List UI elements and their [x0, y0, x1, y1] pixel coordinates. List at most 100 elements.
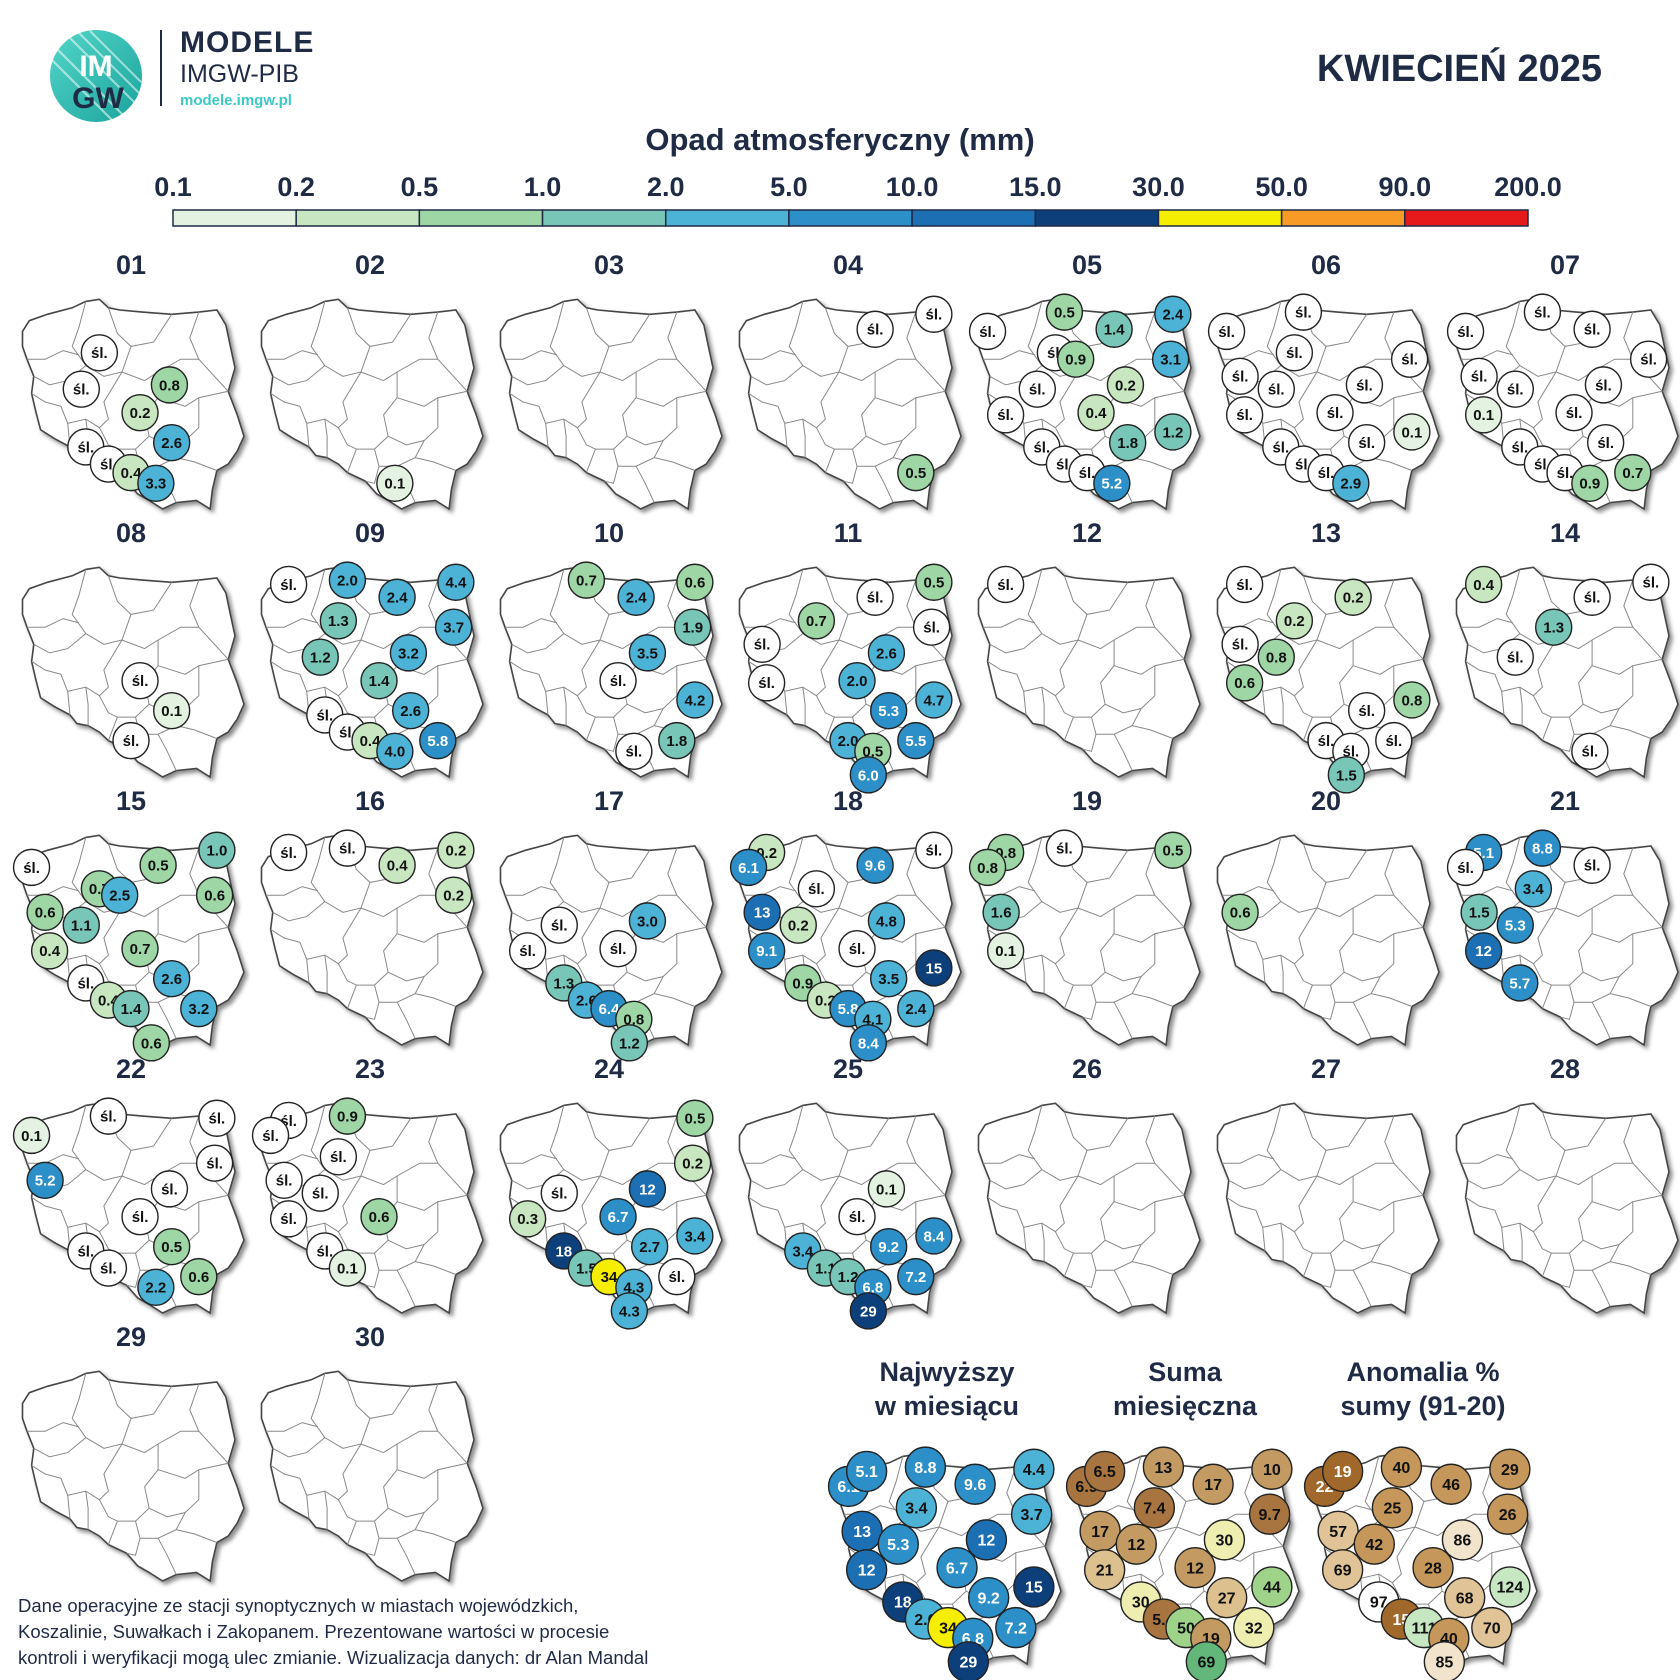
station-marker: [419, 721, 457, 760]
region-border: [117, 1444, 159, 1522]
station-value-label: śl.: [77, 1243, 94, 1260]
station-marker: [269, 1200, 308, 1238]
day-label: 03: [593, 250, 625, 280]
station-value-warszawa: 3.5: [628, 634, 667, 672]
station-value-warszawa: 0.1: [867, 1170, 906, 1208]
station-value-lublin: 44: [1251, 1566, 1293, 1608]
region-border: [1266, 569, 1282, 634]
region-border: [1266, 1105, 1282, 1170]
station-value-zielona: śl.: [986, 396, 1025, 434]
legend-color-swatch: [1157, 209, 1283, 227]
station-value-label: 1.2: [619, 1035, 640, 1052]
station-value-gdansk: śl.: [1045, 829, 1084, 867]
station-value-kielce: 2.7: [630, 1227, 669, 1266]
region-border: [1113, 1269, 1133, 1307]
brand-url[interactable]: modele.imgw.pl: [180, 92, 292, 109]
region-border: [157, 1001, 177, 1039]
region-border: [1560, 1252, 1575, 1288]
station-value-opole: 0.1: [328, 1249, 367, 1287]
station-value-label: 9.7: [1258, 1507, 1280, 1524]
station-marker: [1154, 413, 1192, 451]
station-value-label: 69: [1334, 1563, 1352, 1580]
station-value-label: 1.3: [328, 613, 349, 630]
region-border: [802, 687, 806, 726]
region-border: [337, 963, 358, 1009]
region-border: [1027, 837, 1043, 902]
station-value-gdansk: 2.0: [328, 561, 367, 599]
region-border: [379, 976, 425, 1003]
station-value-kielce: 27: [1205, 1576, 1248, 1619]
station-marker: [628, 634, 667, 672]
region-border: [1041, 687, 1045, 726]
station-value-label: śl.: [758, 675, 775, 692]
station-value-label: śl.: [100, 456, 117, 473]
region-border: [346, 307, 412, 347]
station-value-bialystok: 3.7: [1010, 1493, 1053, 1535]
station-value-label: 68: [1456, 1590, 1474, 1607]
station-value-label: śl.: [1640, 352, 1657, 369]
station-marker: [747, 664, 786, 702]
station-value-label: śl.: [276, 1173, 293, 1190]
legend-color-swatch: [172, 209, 297, 227]
station-value-label: 0.1: [337, 1260, 358, 1277]
day-map-06: śl. śl. śl. śl. śl. śl. śl. śl. śl. śl. śl. śl. śl. 0…: [1207, 293, 1440, 511]
station-marker: [1514, 870, 1553, 908]
region-border: [31, 1464, 71, 1519]
region-border: [1145, 1115, 1185, 1196]
station-marker: [1334, 578, 1372, 616]
station-value-label: 0.1: [1401, 424, 1422, 441]
region-border: [310, 301, 326, 366]
station-marker: [89, 1097, 128, 1135]
region-border: [1591, 1269, 1611, 1307]
region-border: [157, 926, 229, 943]
station-marker: [1045, 293, 1084, 331]
station-value-label: 0.9: [1065, 352, 1086, 369]
station-marker: [376, 732, 414, 771]
station-value-warszawa: 2.6: [867, 634, 906, 672]
station-value-label: 27: [1218, 1590, 1236, 1607]
region-border: [1293, 695, 1314, 741]
station-marker: [1471, 1606, 1513, 1649]
station-marker: [897, 989, 935, 1028]
region-border: [1352, 1001, 1372, 1039]
station-marker: [1441, 1519, 1484, 1561]
region-border: [1054, 963, 1075, 1009]
station-value-gdansk: śl.: [1284, 293, 1323, 331]
region-border: [387, 397, 439, 446]
region-border: [1027, 301, 1043, 366]
station-marker: [1629, 340, 1668, 378]
station-marker: [1332, 464, 1370, 503]
station-value-label: 0.1: [384, 476, 405, 493]
station-value-label: śl.: [867, 322, 884, 339]
station-marker: [1221, 625, 1259, 664]
station-value-label: 7.2: [1005, 1620, 1027, 1637]
station-marker: [1393, 681, 1431, 719]
station-value-label: 13: [853, 1524, 871, 1541]
station-value-label: śl.: [1457, 860, 1474, 877]
region-border: [1623, 1115, 1663, 1196]
station-value-krakow: 2.2: [137, 1268, 175, 1307]
station-marker: [1573, 578, 1611, 616]
day-label: 10: [593, 518, 625, 548]
station-value-suwalki: 4.4: [1013, 1448, 1055, 1490]
station-value-label: 97: [1370, 1595, 1388, 1612]
station-value-label: 2.4: [905, 1001, 927, 1018]
region-border: [626, 665, 678, 714]
station-value-label: 3.4: [792, 1243, 814, 1260]
station-value-label: 18: [894, 1595, 912, 1612]
station-value-zielona: śl.: [269, 1200, 308, 1238]
station-marker: [1523, 293, 1562, 331]
station-value-label: śl.: [77, 439, 94, 456]
station-value-label: 0.6: [204, 888, 225, 905]
station-value-kielce: śl.: [1347, 423, 1386, 462]
station-value-label: śl.: [923, 620, 940, 637]
region-border: [157, 1537, 177, 1575]
station-value-szczecin: śl.: [1446, 848, 1485, 887]
region-border: [1113, 1194, 1185, 1211]
day-map-30: [260, 1370, 484, 1583]
station-marker: [729, 848, 768, 887]
station-value-label: 0.5: [923, 575, 944, 592]
station-value-label: 2.4: [1162, 307, 1184, 324]
